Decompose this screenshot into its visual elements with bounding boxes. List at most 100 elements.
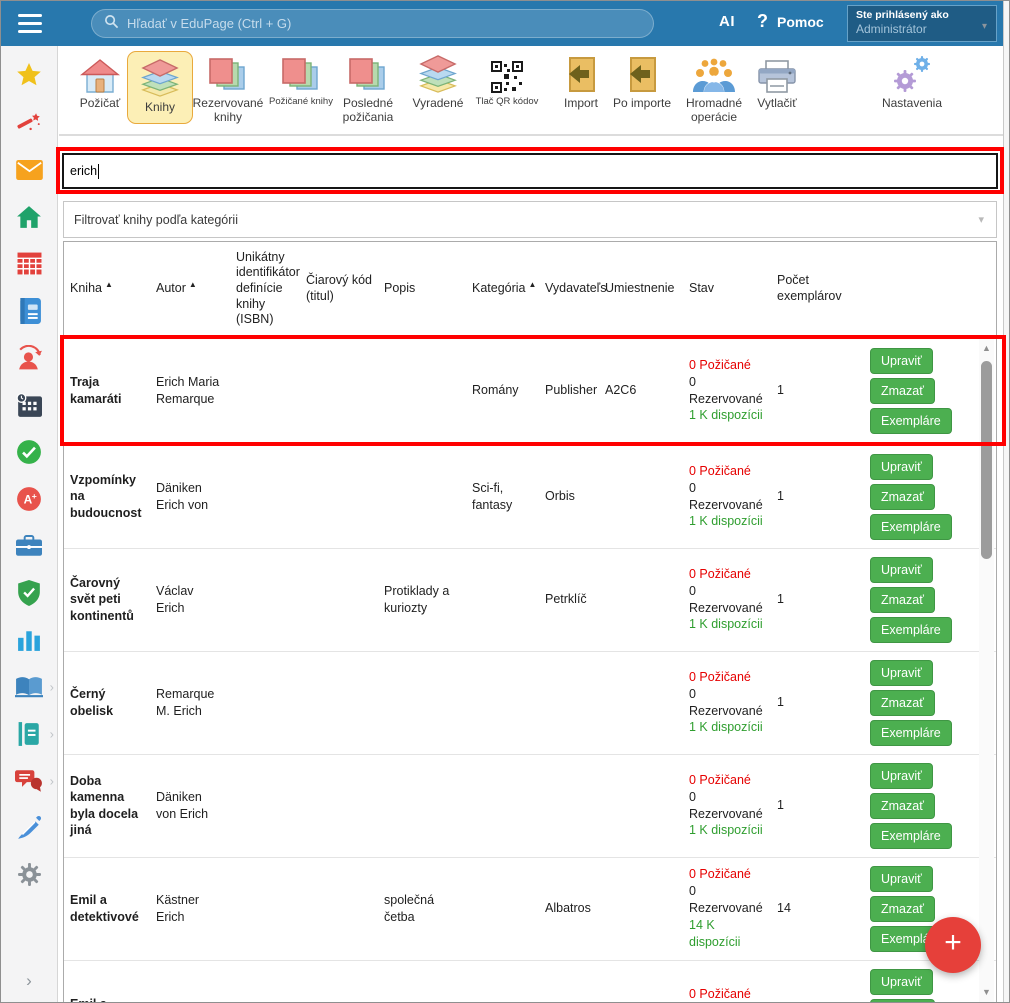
hamburger-menu-icon[interactable] [18, 14, 42, 33]
toolbar-item-pozicat[interactable]: Požičať [61, 52, 139, 111]
cell-kategoria [466, 959, 539, 1002]
logged-in-user-menu[interactable]: Ste prihlásený ako Administrátor ▾ [847, 5, 997, 42]
cell-pocet: 1 [771, 547, 864, 651]
scroll-up-icon[interactable]: ▲ [982, 343, 991, 353]
help-button[interactable]: ? Pomoc [757, 11, 824, 32]
toolbar-item-knihy[interactable]: Knihy [127, 51, 193, 124]
cell-stav: 0 Požičané 0 Rezervované 1 K dispozícii [683, 444, 771, 548]
svg-text:A: A [24, 492, 33, 506]
column-header-ciarovy-kod[interactable]: Čiarový kód (titul) [300, 242, 378, 337]
column-header-stav[interactable]: Stav [683, 242, 771, 337]
cell-popis [378, 336, 466, 445]
toolbar-item-rezervovane-knihy[interactable]: Rezervované knihy [189, 52, 267, 125]
column-header-popis[interactable]: Popis [378, 242, 466, 337]
toolbar-item-nastavenia[interactable]: Nastavenia [873, 52, 951, 111]
sidebar-item-library[interactable]: › [1, 663, 57, 710]
cell-isbn [230, 336, 300, 445]
copies-button[interactable]: Exempláre [870, 616, 952, 643]
cell-autor [150, 959, 230, 1002]
toolbar-item-tlac-qr-kodov[interactable]: Tlač QR kódov [468, 52, 546, 108]
global-search-input[interactable]: Hľadať v EduPage (Ctrl + G) [91, 9, 654, 38]
category-filter-select[interactable]: Filtrovať knihy podľa kategórii ▾ [63, 201, 997, 238]
delete-button[interactable]: Zmazať [870, 483, 935, 510]
book-search-input[interactable]: erich [62, 153, 998, 189]
sidebar-item-communication[interactable]: › [1, 757, 57, 804]
status-available: 1 K dispozícii [689, 720, 763, 735]
sidebar-item-wizard[interactable] [1, 99, 57, 146]
cell-stav: 0 Požičané 0 Rezervované 1 K dispozícii [683, 753, 771, 857]
qr-code-icon [490, 52, 524, 94]
sidebar-item-approvals[interactable] [1, 428, 57, 475]
cell-isbn [230, 650, 300, 754]
copies-button[interactable]: Exempláre [870, 513, 952, 540]
edit-button[interactable]: Upraviť [870, 556, 933, 583]
delete-button[interactable]: Zmazať [870, 689, 935, 716]
copies-button[interactable]: Exempláre [870, 822, 952, 849]
cell-kniha: Černý obelisk [64, 650, 150, 754]
cell-kniha: Emil a detektivové [64, 959, 150, 1002]
table-scrollbar[interactable]: ▲ ▼ [979, 337, 994, 1002]
add-book-fab[interactable]: + [925, 917, 981, 973]
sidebar-item-settings[interactable] [1, 851, 57, 898]
sidebar-item-messages[interactable] [1, 146, 57, 193]
status-borrowed: 0 Požičané [689, 772, 751, 787]
cell-pocet [771, 959, 864, 1002]
ai-button[interactable]: AI [719, 13, 735, 30]
sidebar-item-timetable[interactable] [1, 240, 57, 287]
delete-button[interactable]: Zmazať [870, 792, 935, 819]
column-header-pocet[interactable]: Počet exemplárov [771, 242, 864, 337]
toolbar-item-vytlacit[interactable]: Vytlačiť [738, 52, 816, 111]
sidebar-item-classbook[interactable] [1, 287, 57, 334]
edit-button[interactable]: Upraviť [870, 347, 933, 374]
delete-button[interactable]: Zmazať [870, 895, 935, 922]
edit-button[interactable]: Upraviť [870, 865, 933, 892]
delete-button[interactable]: Zmazať [870, 586, 935, 613]
cell-ciarovy-kod [300, 959, 378, 1002]
sidebar-item-home[interactable] [1, 193, 57, 240]
scroll-down-icon[interactable]: ▼ [982, 987, 991, 997]
delete-button[interactable]: Zmazať [870, 998, 935, 1002]
sidebar-expand-button[interactable]: › [26, 971, 32, 990]
toolbar-item-posledne-pozicania[interactable]: Posledné požičania [329, 52, 407, 125]
cell-pocet: 1 [771, 444, 864, 548]
column-header-kniha[interactable]: Kniha ▲ [64, 242, 150, 337]
cell-isbn [230, 753, 300, 857]
sidebar-item-substitution[interactable] [1, 334, 57, 381]
copies-button[interactable]: Exempláre [870, 407, 952, 434]
sidebar-item-attendance[interactable] [1, 381, 57, 428]
copies-button[interactable]: Exempláre [870, 719, 952, 746]
sidebar-item-agenda[interactable] [1, 522, 57, 569]
toolbar-item-pozicane-knihy[interactable]: Požičané knihy [262, 52, 340, 108]
column-header-umiestnenie[interactable]: Umiestnenie [599, 242, 683, 337]
cell-popis [378, 959, 466, 1002]
sidebar-item-security[interactable] [1, 569, 57, 616]
sidebar-item-grades[interactable]: A + [1, 475, 57, 522]
sidebar-item-notes[interactable] [1, 804, 57, 851]
toolbar-item-hromadne-operacie[interactable]: Hromadné operácie [675, 52, 753, 125]
toolbar-item-vyradene[interactable]: Vyradené [399, 52, 477, 111]
column-header-isbn[interactable]: Unikátny identifikátor definície knihy (… [230, 242, 300, 337]
scrollbar-thumb[interactable] [981, 361, 992, 559]
toolbar-item-import[interactable]: Import [542, 52, 620, 111]
edit-button[interactable]: Upraviť [870, 968, 933, 995]
library-toolbar: Požičať Knihy Rezervované knihy Požičané… [59, 46, 1003, 136]
edit-button[interactable]: Upraviť [870, 659, 933, 686]
column-header-kategoria[interactable]: Kategória ▲ [466, 242, 539, 337]
edit-button[interactable]: Upraviť [870, 762, 933, 789]
sidebar-item-favorites[interactable] [1, 52, 57, 99]
delete-button[interactable]: Zmazať [870, 377, 935, 404]
column-header-vydavatelstvo[interactable]: Vydavateľstv [539, 242, 607, 337]
edit-button[interactable]: Upraviť [870, 453, 933, 480]
sidebar-item-documents[interactable]: › [1, 710, 57, 757]
people-icon [692, 52, 736, 94]
cell-ciarovy-kod [300, 336, 378, 445]
cell-actions: Upraviť Zmazať Exempláre [864, 650, 996, 754]
column-header-autor[interactable]: Autor ▲ [150, 242, 230, 337]
sidebar-item-statistics[interactable] [1, 616, 57, 663]
cell-vydavatelstvo [539, 753, 599, 857]
cell-autor: Erich Maria Remarque [156, 375, 220, 406]
plus-icon: + [944, 926, 962, 959]
cell-kategoria [466, 547, 539, 651]
toolbar-item-po-importe[interactable]: Po importe [603, 52, 681, 111]
